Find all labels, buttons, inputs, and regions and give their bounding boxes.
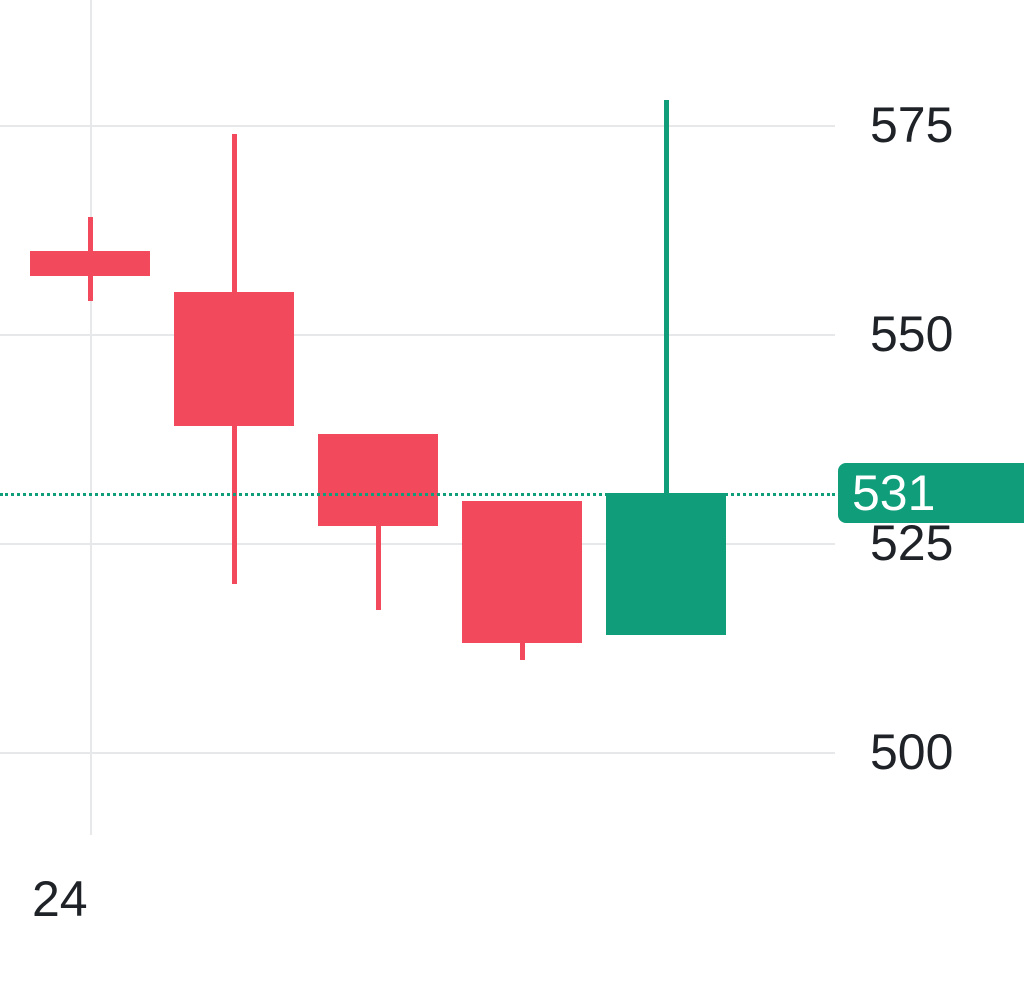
candle-body-3[interactable] <box>462 501 582 643</box>
candle-body-0[interactable] <box>30 251 150 276</box>
x-tick-24: 24 <box>32 870 88 928</box>
gridline-y-575 <box>0 125 835 127</box>
candlestick-chart[interactable]: 575 550 525 500 24 531 <box>0 0 1024 983</box>
candle-body-1[interactable] <box>174 292 294 426</box>
current-price-tag: 531 <box>838 463 1024 523</box>
candle-body-2[interactable] <box>318 434 438 526</box>
gridline-x-0 <box>90 0 92 835</box>
gridline-y-500 <box>0 752 835 754</box>
candle-body-4[interactable] <box>606 493 726 635</box>
current-price-line <box>0 493 835 496</box>
y-tick-575: 575 <box>870 96 953 154</box>
y-tick-550: 550 <box>870 305 953 363</box>
gridline-y-550 <box>0 334 835 336</box>
y-tick-500: 500 <box>870 723 953 781</box>
